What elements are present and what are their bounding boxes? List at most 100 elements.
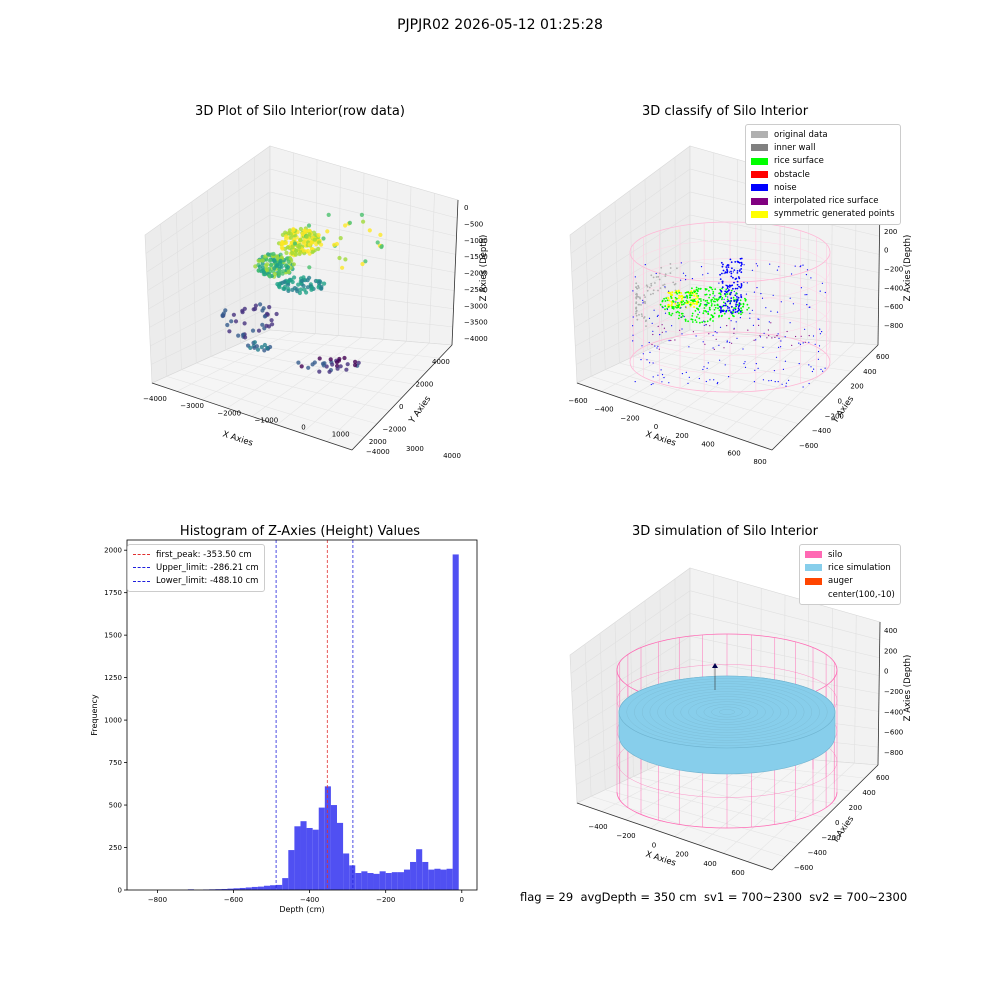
interpolated-point — [661, 324, 663, 326]
panel2-legend: original data inner wall rice surface obsta… — [745, 124, 901, 226]
noise-point — [777, 381, 779, 383]
noise-point — [813, 368, 815, 370]
noise-point — [806, 294, 808, 296]
noise-point — [723, 298, 725, 300]
noise-point — [716, 383, 718, 385]
noise-point — [749, 312, 751, 314]
rice-surface-point — [672, 305, 674, 308]
noise-point — [814, 343, 816, 345]
histogram-bar — [397, 872, 404, 890]
symmetric-point — [680, 297, 683, 300]
legend-entry: symmetric generated points — [751, 208, 895, 221]
noise-point — [730, 300, 733, 302]
symmetric-point — [693, 306, 696, 308]
z-axis-label: Z Axies (Depth) — [479, 235, 489, 302]
wall-point — [635, 286, 637, 288]
rice-mesh-ring — [626, 678, 828, 746]
rice-surface-point — [724, 295, 727, 298]
rice-mesh-ring — [665, 691, 789, 733]
wall-point — [644, 302, 646, 305]
scatter-point — [285, 265, 291, 270]
rice-surface-point — [714, 306, 717, 309]
noise-point — [712, 334, 714, 336]
rice-surface-point — [705, 305, 707, 307]
symmetric-point — [693, 294, 696, 297]
rice-surface-point — [693, 291, 696, 294]
scatter-point — [252, 345, 257, 350]
noise-point — [646, 359, 648, 361]
scatter-point — [286, 282, 291, 287]
scatter-point — [340, 265, 345, 270]
noise-point — [685, 275, 687, 277]
interpolated-point — [774, 336, 776, 338]
noise-point — [655, 272, 657, 275]
noise-point — [727, 308, 729, 310]
noise-point — [802, 342, 804, 344]
z-axis-label: Z Axies (Depth) — [903, 655, 913, 722]
noise-point — [663, 377, 665, 379]
z-tick-label: −2000 — [464, 270, 488, 278]
scatter-point — [293, 252, 298, 257]
y-tick-label: −200 — [821, 834, 840, 842]
rice-surface-point — [698, 298, 701, 300]
interpolated-point — [723, 347, 725, 349]
noise-point — [728, 307, 730, 309]
noise-point — [703, 324, 705, 326]
noise-point — [642, 302, 644, 304]
scatter-point — [248, 345, 253, 350]
rice-surface-point — [716, 299, 719, 302]
rice-surface-point — [697, 295, 700, 297]
scatter-point — [290, 287, 295, 292]
scatter-point — [284, 240, 289, 245]
noise-point — [794, 265, 796, 267]
legend-label: inner wall — [774, 142, 816, 153]
noise-point — [719, 326, 722, 328]
noise-point — [733, 300, 736, 302]
noise-point — [691, 278, 694, 280]
rice-surface-point — [711, 288, 714, 291]
rice-surface-point — [697, 313, 699, 316]
histogram-bar — [318, 807, 325, 890]
legend-entry: original data — [751, 128, 895, 141]
z-tick-label: −600 — [884, 729, 903, 737]
scatter-point — [255, 347, 261, 352]
legend-entry: Upper_limit: -286.21 cm — [133, 561, 259, 574]
noise-point — [736, 283, 739, 286]
noise-point — [727, 266, 730, 268]
noise-point — [739, 317, 742, 319]
noise-point — [809, 306, 811, 308]
grid-line — [723, 341, 832, 434]
noise-point — [737, 307, 740, 310]
scatter-point — [300, 278, 305, 284]
noise-point — [730, 320, 732, 322]
noise-point — [729, 302, 732, 304]
symmetric-point — [695, 303, 698, 306]
noise-point — [728, 376, 730, 378]
scatter-point — [252, 340, 257, 345]
noise-point — [707, 272, 709, 274]
noise-point — [741, 263, 743, 266]
rice-surface-point — [674, 296, 677, 299]
noise-point — [762, 346, 764, 348]
noise-point — [800, 265, 802, 267]
rice-surface-point — [665, 297, 668, 300]
histogram-bar — [330, 805, 337, 890]
x-axis-label: X Axies — [644, 429, 677, 448]
y-axis-label: Y Axies — [830, 394, 857, 426]
legend-label: Lower_limit: -488.10 cm — [156, 576, 259, 587]
grid-line — [575, 283, 879, 347]
noise-point — [652, 376, 654, 378]
wall-point — [638, 287, 640, 289]
scatter-point — [266, 324, 272, 329]
noise-point — [722, 310, 724, 313]
rice-surface-point — [715, 298, 718, 301]
y-axis-label: Y Axies — [407, 394, 434, 426]
noise-point — [702, 368, 704, 371]
x-axis-line — [576, 382, 773, 451]
noise-point — [785, 385, 787, 387]
scatter-point — [250, 328, 256, 333]
z-tick-label: 0 — [464, 204, 468, 212]
histogram-bar — [391, 872, 398, 890]
noise-point — [824, 291, 826, 294]
wall-point — [663, 283, 666, 286]
